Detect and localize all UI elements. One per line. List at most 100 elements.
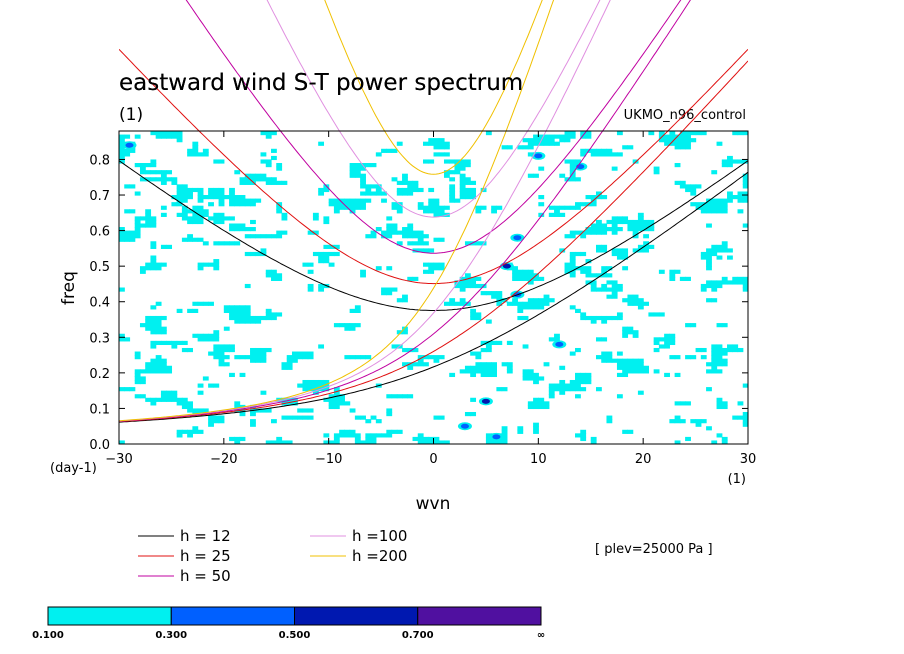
heat-cell <box>669 273 676 278</box>
heat-cell <box>464 411 471 417</box>
heat-cell <box>491 294 497 299</box>
heat-cell <box>260 358 267 363</box>
heat-cell <box>622 358 629 363</box>
heat-cell <box>700 205 707 210</box>
heat-cell <box>637 219 644 225</box>
heat-cell <box>139 323 146 328</box>
heat-cell <box>674 415 681 420</box>
heat-cell <box>669 333 676 338</box>
heat-cell <box>459 177 466 182</box>
heat-cell <box>391 202 398 207</box>
heat-cell <box>727 163 733 168</box>
heat-cell <box>213 262 220 267</box>
heat-cell <box>302 408 309 413</box>
heat-cell <box>129 237 136 242</box>
heat-cell <box>176 131 183 136</box>
heat-cell <box>721 280 728 285</box>
heat-cell <box>569 255 576 260</box>
colorbar-segment <box>47 606 172 626</box>
heat-cell <box>181 212 188 217</box>
heat-cell <box>459 283 466 289</box>
heat-cell <box>150 219 157 225</box>
heat-cell <box>706 205 712 210</box>
heat-cell <box>533 134 539 139</box>
heat-cell <box>402 230 408 235</box>
heat-cell <box>590 440 597 444</box>
heat-cell <box>412 187 419 193</box>
heat-cell <box>166 394 173 399</box>
heat-cell <box>622 298 629 303</box>
heat-cell <box>700 355 707 360</box>
heat-cell <box>580 376 587 381</box>
heat-cell <box>312 390 319 395</box>
heat-cell <box>265 269 272 274</box>
heat-cell <box>323 383 330 388</box>
heat-cell <box>475 276 482 281</box>
heat-cell <box>365 433 372 438</box>
heat-cell <box>627 362 634 367</box>
heat-cell <box>160 244 167 249</box>
heat-cell <box>202 241 209 246</box>
heat-cell <box>124 134 131 139</box>
heat-cell <box>129 148 136 153</box>
heat-cell <box>716 401 723 406</box>
heat-cell <box>637 358 644 363</box>
heat-cell <box>569 379 576 385</box>
heat-cell <box>622 326 629 331</box>
heat-cell <box>171 180 178 185</box>
heat-cell <box>318 383 325 388</box>
heat-cell <box>601 337 608 342</box>
heat-cell <box>119 138 125 143</box>
heat-cell <box>218 187 225 193</box>
heat-cell <box>333 401 340 406</box>
heat-cell <box>648 131 655 136</box>
heat-cell <box>732 347 739 353</box>
heat-cell <box>569 234 576 239</box>
heat-cell <box>475 283 482 289</box>
heat-cell <box>580 148 587 153</box>
heat-cell <box>727 159 733 164</box>
heat-cell <box>187 408 193 413</box>
heat-cell <box>176 397 183 402</box>
heat-cell <box>160 340 167 346</box>
heat-cell <box>213 212 220 217</box>
heat-cell <box>711 344 718 349</box>
heat-cell <box>522 301 529 306</box>
heat-cell <box>669 419 676 424</box>
heat-cell <box>569 170 576 175</box>
heat-cell <box>622 145 629 150</box>
heat-cell <box>554 387 560 392</box>
heat-cell <box>533 301 539 306</box>
heat-cell <box>554 333 560 338</box>
heat-cell <box>166 365 173 370</box>
heat-cell <box>433 205 440 210</box>
heat-cell <box>276 166 283 171</box>
heat-cell <box>428 198 435 203</box>
heat-cell <box>333 440 340 444</box>
heat-cell <box>538 202 545 207</box>
heat-cell <box>470 283 477 289</box>
heat-cell <box>627 219 634 225</box>
heat-cell <box>423 248 429 253</box>
heat-cell <box>711 358 718 363</box>
heat-cell <box>407 347 414 353</box>
heat-cell <box>606 273 613 278</box>
heat-cell <box>548 298 555 303</box>
heat-cell <box>360 184 366 189</box>
heat-cell <box>417 362 424 367</box>
heat-cell <box>700 251 707 257</box>
heat-cell <box>370 433 377 438</box>
heat-cell <box>496 340 503 346</box>
heat-cell <box>354 415 361 420</box>
heat-cell <box>402 227 408 232</box>
heat-cell <box>218 351 225 356</box>
heat-cell <box>339 198 345 203</box>
heat-cell <box>737 415 744 420</box>
heat-cell <box>569 131 576 136</box>
heat-cell <box>218 198 225 203</box>
heat-cell <box>438 355 445 360</box>
heat-cell <box>485 319 492 324</box>
heat-cell <box>706 209 712 214</box>
heat-cell <box>187 209 193 214</box>
heat-cell <box>192 148 199 153</box>
